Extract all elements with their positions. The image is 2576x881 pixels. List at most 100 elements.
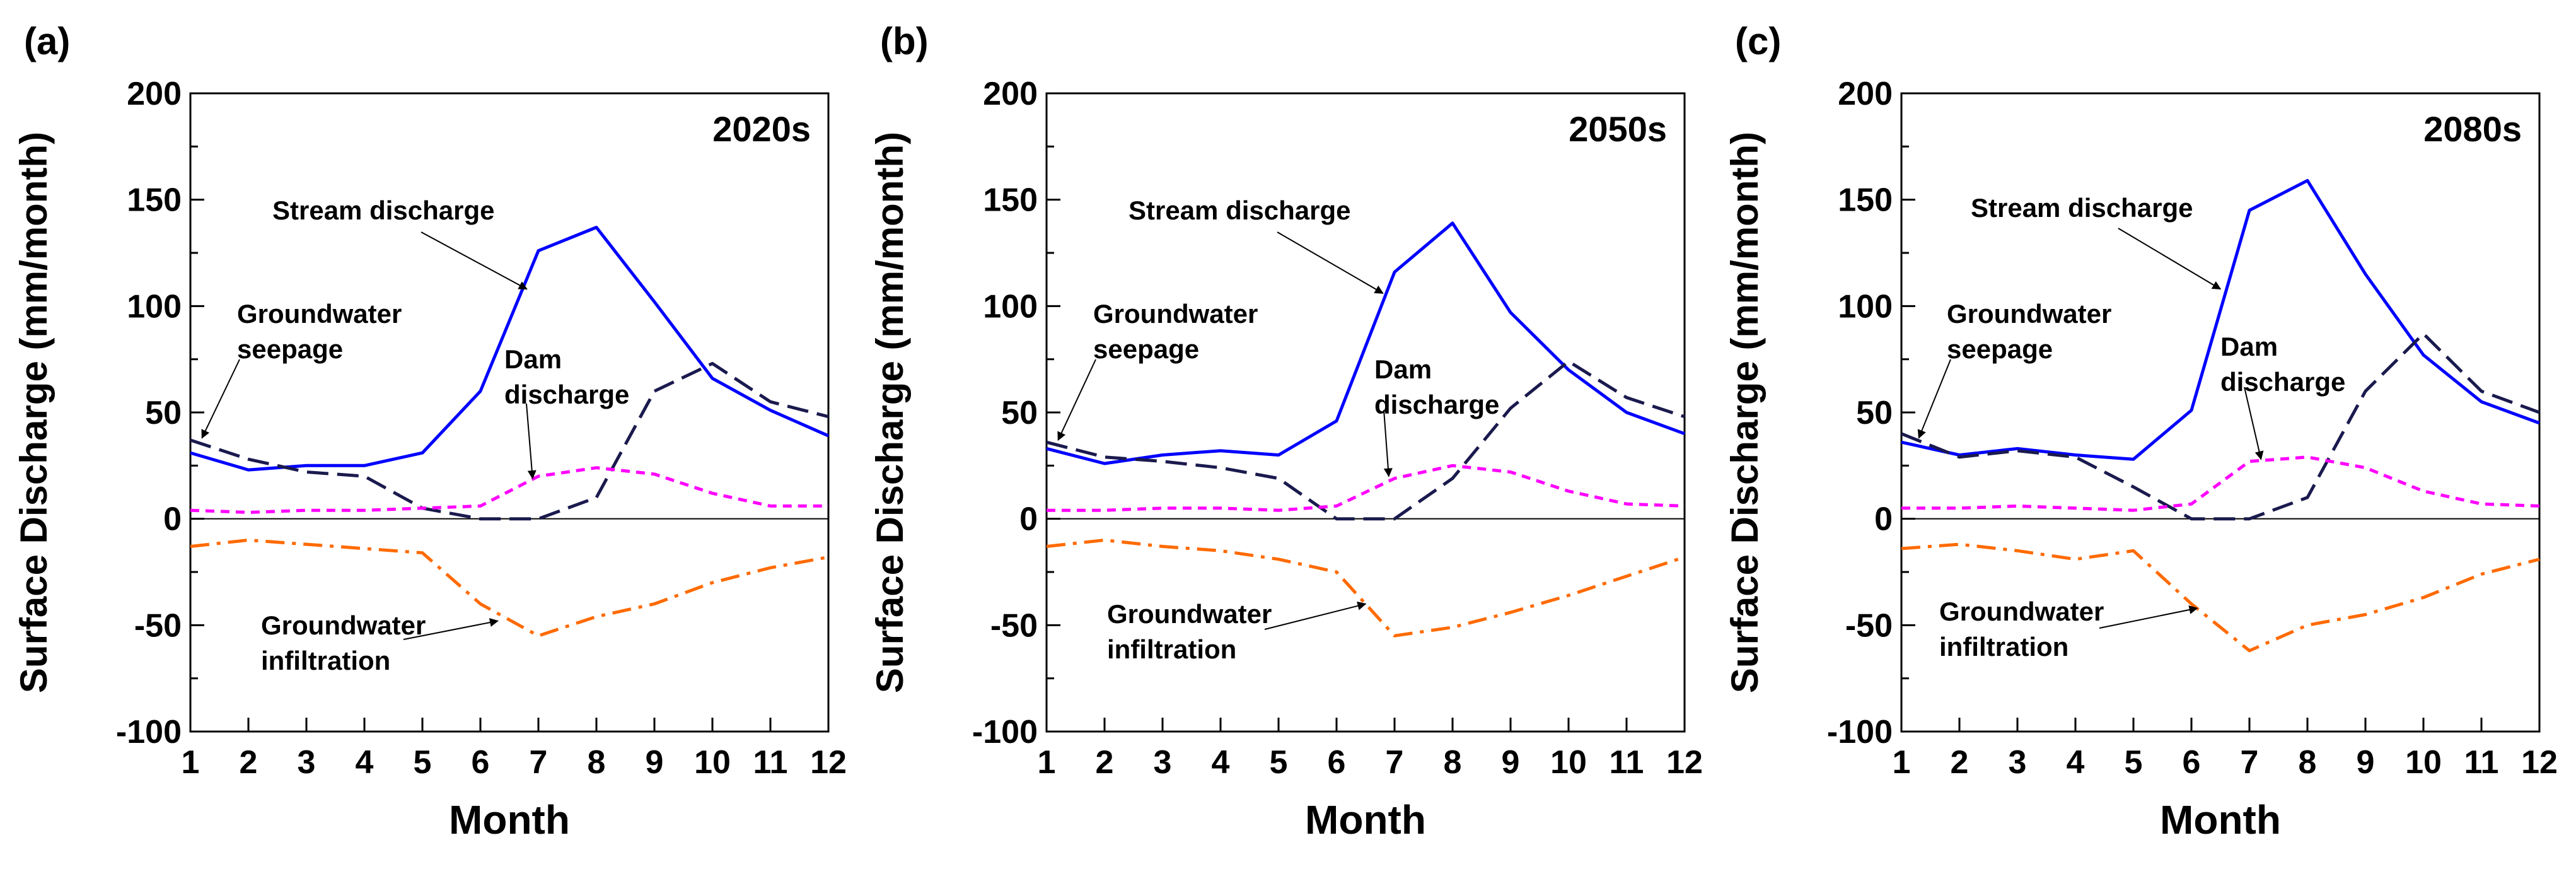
series-line-stream-discharge (1046, 221, 1685, 465)
annotation-line: Groundwater (1107, 599, 1272, 629)
annotation-line: Stream discharge (1971, 193, 2193, 223)
x-tick-label: 5 (1270, 744, 1288, 781)
x-tick-label: 4 (356, 744, 374, 781)
x-tick-label: 5 (414, 744, 432, 781)
annotation-line: discharge (1374, 390, 1499, 419)
y-tick-label: 0 (1019, 501, 1038, 538)
y-tick-label: -100 (1827, 714, 1893, 750)
x-tick-label: 2 (1096, 744, 1114, 781)
series-line-groundwater-seepage (1046, 359, 1685, 521)
x-tick-label: 4 (2067, 744, 2085, 781)
x-tick-label: 8 (1444, 744, 1462, 781)
annotation-arrow (1057, 359, 1096, 441)
annotation-label: Dam discharge (2220, 332, 2345, 397)
annotation-line: Groundwater (1093, 299, 1258, 329)
x-tick-label: 1 (1038, 744, 1056, 781)
x-tick-label: 8 (2299, 744, 2317, 781)
y-axis-label: Surface Discharge (mm/month) (13, 132, 55, 693)
annotation-arrow (526, 403, 537, 479)
series-line-groundwater-infiltration (190, 538, 829, 638)
annotation-label: Groundwater seepage (1947, 299, 2111, 364)
series-line-groundwater-seepage (190, 361, 829, 521)
annotation-arrow (1277, 231, 1384, 294)
annotation-label: Groundwater infiltration (1107, 599, 1272, 664)
annotation-label: Groundwater seepage (237, 299, 402, 364)
panel-label: (b) (880, 20, 929, 62)
y-tick-label: 100 (983, 288, 1038, 325)
y-axis-label: Surface Discharge (mm/month) (1724, 132, 1766, 693)
annotation-line: seepage (1093, 334, 1199, 364)
x-tick-label: 3 (298, 744, 316, 781)
y-tick-label: 50 (1856, 395, 1893, 431)
x-axis-label: Month (449, 797, 570, 843)
y-tick-label: 200 (983, 76, 1038, 112)
annotation-label: Stream discharge (272, 195, 495, 225)
annotation-label: Stream discharge (1971, 193, 2193, 223)
annotation-arrow (2118, 228, 2222, 290)
annotation-line: infiltration (1107, 634, 1236, 664)
y-tick-label: 100 (1838, 288, 1893, 325)
annotation-arrow (2244, 387, 2264, 460)
annotation-label: Dam discharge (1374, 354, 1499, 419)
annotation-arrow (421, 231, 528, 290)
series-line-dam-discharge (190, 466, 828, 514)
x-tick-label: 3 (2009, 744, 2027, 781)
y-tick-label: 50 (145, 395, 182, 431)
series-line-stream-discharge (190, 226, 830, 472)
x-tick-label: 4 (1212, 744, 1230, 781)
x-tick-label: 1 (182, 744, 200, 781)
annotation-line: Dam (1374, 354, 1432, 384)
y-tick-label: -50 (134, 607, 182, 644)
series-line-groundwater-infiltration (1046, 538, 1685, 638)
x-tick-label: 6 (1328, 744, 1346, 781)
annotation-line: Groundwater (237, 299, 402, 329)
annotation-line: infiltration (1939, 632, 2068, 662)
x-tick-label: 8 (588, 744, 606, 781)
annotation-arrow (201, 359, 240, 439)
annotation-line: discharge (2220, 367, 2345, 397)
y-tick-label: 200 (1838, 76, 1893, 112)
annotation-label: Groundwater infiltration (261, 610, 426, 675)
x-tick-label: 6 (2183, 744, 2201, 781)
y-tick-label: 0 (1874, 501, 1893, 538)
x-tick-label: 7 (1386, 744, 1404, 781)
series-line-groundwater-seepage (1901, 332, 2540, 521)
series-line-groundwater-infiltration (1901, 542, 2540, 653)
annotation-line: Groundwater (1939, 597, 2104, 626)
x-tick-label: 11 (753, 744, 788, 781)
x-tick-label: 10 (1550, 744, 1587, 781)
annotation-line: discharge (504, 380, 629, 409)
y-tick-label: 150 (1838, 182, 1893, 219)
x-tick-label: 12 (1666, 744, 1703, 781)
annotation-arrow (1383, 409, 1393, 477)
annotation-line: seepage (237, 334, 343, 364)
y-tick-label: -50 (1845, 607, 1893, 644)
annotation-label: Groundwater infiltration (1939, 597, 2104, 662)
annotation-arrow (1917, 359, 1951, 439)
x-tick-label: 3 (1154, 744, 1172, 781)
x-tick-label: 9 (1502, 744, 1520, 781)
x-tick-label: 2 (1951, 744, 1969, 781)
chart-title: 2080s (2423, 109, 2522, 149)
annotation-line: Dam (504, 344, 562, 374)
annotation-arrow (2099, 605, 2198, 629)
x-axis-label: Month (1305, 797, 1426, 843)
x-tick-label: 7 (2241, 744, 2259, 781)
x-tick-label: 2 (240, 744, 258, 781)
x-tick-label: 11 (2464, 744, 2499, 781)
x-tick-label: 5 (2125, 744, 2143, 781)
annotation-label: Groundwater seepage (1093, 299, 1258, 364)
annotation-line: Dam (2220, 332, 2278, 361)
y-axis-label: Surface Discharge (mm/month) (869, 132, 911, 693)
panel-label: (a) (24, 20, 70, 62)
y-tick-label: -100 (972, 714, 1038, 750)
series-line-stream-discharge (1901, 178, 2540, 461)
annotation-label: Stream discharge (1128, 195, 1351, 225)
annotation-label: Dam discharge (504, 344, 629, 409)
annotation-line: Stream discharge (1128, 195, 1351, 225)
